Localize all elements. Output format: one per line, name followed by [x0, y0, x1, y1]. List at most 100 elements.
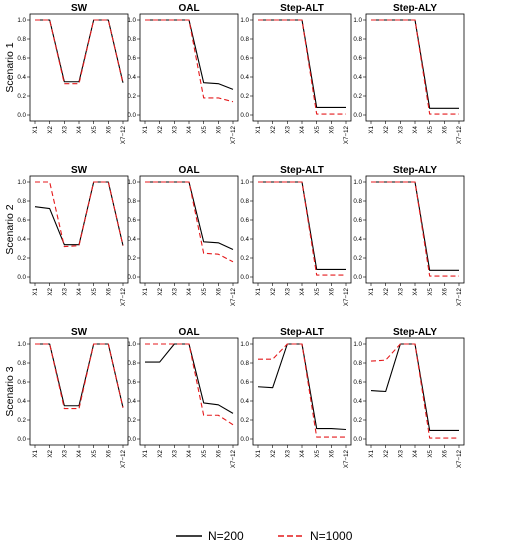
series-line-n200 — [258, 19, 346, 108]
series-line-n1000 — [35, 343, 124, 410]
series-line-n200 — [35, 343, 124, 408]
y-tick-label: 0.6 — [240, 217, 249, 224]
x-tick-label: X3 — [172, 449, 179, 457]
panel-6: OAL 0.0 0.2 0.4 0.6 0.8 1.0 X1 X2 X3 X4 X5 X6 X7−12 — [127, 165, 239, 306]
x-tick-label: X2 — [157, 125, 164, 133]
y-tick-label: 0.6 — [353, 55, 362, 62]
x-tick-label: X5 — [201, 449, 208, 457]
y-tick-label: 0.4 — [17, 398, 26, 405]
series-line-n1000 — [370, 343, 459, 439]
y-tick-label: 0.0 — [353, 112, 362, 119]
x-tick-label: X5 — [201, 287, 208, 295]
x-tick-label: X2 — [47, 449, 54, 457]
x-tick-label: X1 — [32, 125, 39, 133]
series-line-n200 — [34, 181, 124, 246]
series-line-n200 — [370, 343, 459, 432]
y-tick-label: 0.4 — [353, 398, 362, 405]
panel-title: SW — [71, 327, 88, 338]
panel-7: Step-ALT 0.0 0.2 0.4 0.6 0.8 1.0 X1 X2 X3 X4 X5 X6 X7… — [240, 165, 352, 306]
x-tick-label: X1 — [368, 287, 375, 295]
plot-frame — [139, 175, 239, 284]
x-tick-label: X2 — [157, 449, 164, 457]
y-tick-label: 0.6 — [17, 217, 26, 224]
x-tick-label: X4 — [76, 449, 83, 457]
plot-frame — [252, 175, 352, 284]
panel-title: OAL — [178, 165, 199, 176]
x-tick-label: X6 — [216, 125, 223, 133]
y-tick-label: 0.2 — [127, 93, 136, 100]
x-tick-label: X1 — [32, 287, 39, 295]
y-tick-label: 0.0 — [17, 436, 26, 443]
x-tick-label: X4 — [186, 449, 193, 457]
y-tick-label: 0.8 — [17, 36, 26, 43]
panel-10: OAL 0.0 0.2 0.4 0.6 0.8 1.0 X1 X2 X3 X4 X5 X6 X7−12 — [127, 327, 239, 468]
x-tick-label: X7−12 — [120, 125, 127, 144]
y-tick-label: 0.0 — [353, 436, 362, 443]
panel-title: Step-ALT — [280, 165, 324, 176]
x-tick-label: X7−12 — [120, 449, 127, 468]
x-tick-label: X7−12 — [230, 449, 237, 468]
series-line-n200 — [371, 181, 459, 271]
y-tick-label: 0.6 — [127, 379, 136, 386]
panel-5: SW Scenario 2 0.0 0.2 0.4 0.6 0.8 1.0 X1 X2 X3 X4 X5… — [4, 165, 129, 306]
series-line-n200 — [145, 181, 234, 250]
x-tick-label: X2 — [47, 287, 54, 295]
x-tick-label: X2 — [47, 125, 54, 133]
x-tick-label: X5 — [314, 449, 321, 457]
series-line-n1000 — [35, 181, 124, 248]
y-tick-label: 0.0 — [240, 274, 249, 281]
plot-frame — [139, 13, 239, 122]
x-tick-label: X6 — [106, 125, 113, 133]
x-tick-label: X2 — [270, 125, 277, 133]
y-tick-label: 0.0 — [17, 274, 26, 281]
y-tick-label: 0.2 — [127, 417, 136, 424]
x-tick-label: X3 — [398, 125, 405, 133]
x-tick-label: X5 — [91, 287, 98, 295]
x-tick-label: X3 — [285, 125, 292, 133]
y-tick-label: 0.4 — [127, 74, 136, 81]
y-tick-label: 0.2 — [240, 255, 249, 262]
x-tick-label: X4 — [412, 125, 419, 133]
x-tick-label: X5 — [427, 287, 434, 295]
series-line-n200 — [257, 343, 347, 431]
plot-frame — [29, 337, 129, 446]
x-tick-label: X6 — [106, 287, 113, 295]
panel-title: OAL — [178, 327, 199, 338]
panel-2: OAL 0.0 0.2 0.4 0.6 0.8 1.0 X1 X2 X3 X4 X5 X6 X7−12 — [127, 3, 239, 144]
x-tick-label: X7−12 — [230, 287, 237, 306]
series-line-n1000 — [145, 181, 234, 263]
y-tick-label: 0.6 — [353, 379, 362, 386]
y-tick-label: 0.8 — [127, 360, 136, 367]
series-line-n1000 — [35, 19, 124, 85]
x-tick-label: X2 — [383, 125, 390, 133]
panel-9: SW Scenario 3 0.0 0.2 0.4 0.6 0.8 1.0 X1 X2 X3 X4 X5… — [4, 327, 129, 468]
y-tick-label: 0.8 — [240, 36, 249, 43]
y-tick-label: 0.6 — [17, 379, 26, 386]
x-tick-label: X5 — [314, 287, 321, 295]
y-tick-label: 0.6 — [17, 55, 26, 62]
x-tick-label: X3 — [62, 449, 69, 457]
y-tick-label: 0.2 — [353, 255, 362, 262]
x-tick-label: X6 — [442, 449, 449, 457]
x-tick-label: X4 — [299, 287, 306, 295]
x-tick-label: X4 — [186, 125, 193, 133]
x-tick-label: X1 — [255, 287, 262, 295]
series-line-n1000 — [371, 181, 459, 277]
x-tick-label: X7−12 — [343, 449, 350, 468]
y-tick-label: 0.8 — [353, 198, 362, 205]
x-tick-label: X1 — [142, 449, 149, 457]
panel-4: Step-ALY 0.0 0.2 0.4 0.6 0.8 1.0 X1 X2 X3 X4 X5 X6 X7… — [353, 3, 465, 144]
y-tick-label: 0.4 — [127, 236, 136, 243]
y-tick-label: 1.0 — [353, 341, 362, 348]
x-tick-label: X3 — [398, 287, 405, 295]
legend: N=200 N=1000 — [176, 529, 353, 543]
series-line-n200 — [35, 19, 124, 83]
y-tick-label: 0.0 — [240, 112, 249, 119]
y-tick-label: 0.4 — [353, 74, 362, 81]
series-line-n200 — [258, 181, 346, 270]
x-tick-label: X3 — [285, 287, 292, 295]
y-tick-label: 1.0 — [353, 17, 362, 24]
y-tick-label: 0.0 — [127, 112, 136, 119]
plot-frame — [139, 337, 239, 446]
